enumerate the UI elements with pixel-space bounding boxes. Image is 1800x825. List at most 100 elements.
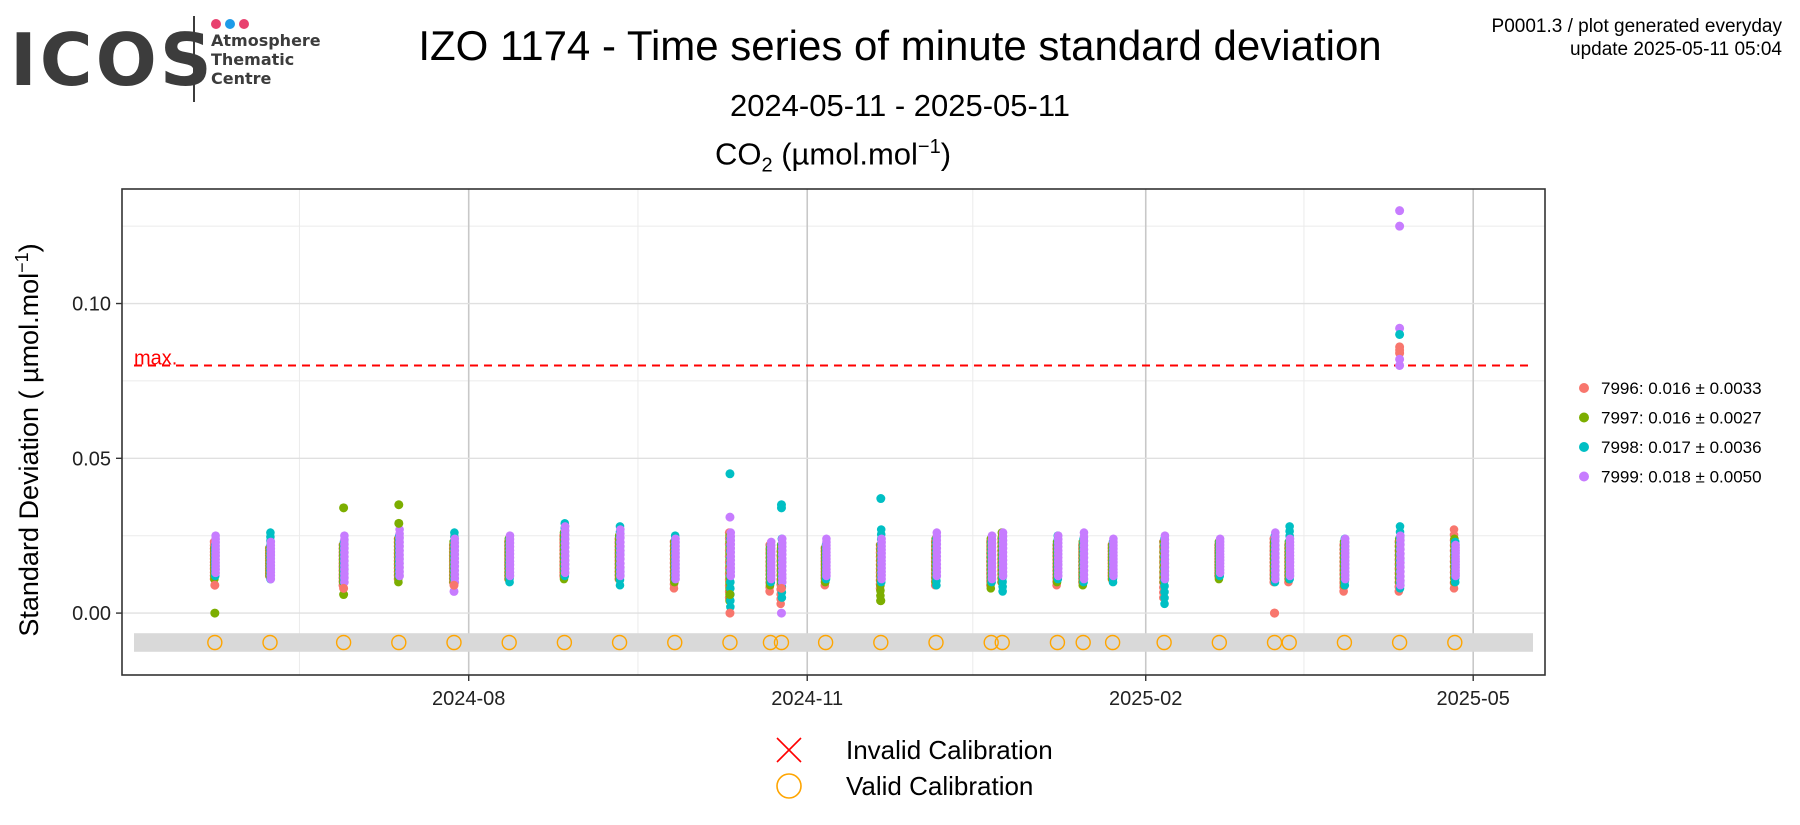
point-24-3-11	[1340, 534, 1350, 544]
logo-dots-icon	[211, 16, 253, 29]
point-8-3-11	[671, 534, 680, 544]
max-threshold-label: max.	[134, 347, 177, 369]
valid-marker-13	[873, 634, 889, 651]
valid-marker-10	[762, 634, 779, 651]
point-19-3-11	[1109, 534, 1118, 544]
point-extra-2-1	[339, 590, 349, 600]
point-extra-13-1	[876, 596, 886, 606]
point-extra-11-1	[776, 503, 786, 513]
point-26-3-11	[1451, 540, 1460, 550]
valid-marker-9	[722, 634, 738, 651]
logo-dot-2	[225, 19, 235, 29]
valid-marker-24	[1336, 634, 1353, 651]
valid-marker-16	[994, 634, 1010, 651]
point-extra-11-2	[776, 583, 786, 593]
grid-major	[122, 189, 1545, 675]
x-tick-label-1: 2024-11	[771, 688, 843, 710]
legend-label-0: 7996: 0.016 ± 0.0033	[1601, 379, 1762, 398]
point-extra-2-0	[339, 503, 349, 513]
valid-marker-2	[335, 634, 352, 651]
point-18-3-11	[1079, 528, 1089, 537]
species-unit-sup: −1	[917, 136, 941, 158]
point-20-3-11	[1160, 531, 1170, 541]
point-22-3-11	[1271, 528, 1280, 537]
legend-key-0	[1579, 383, 1589, 393]
point-17-3-11	[1053, 531, 1063, 541]
invalid-marker-b	[776, 737, 802, 763]
valid-marker-11	[773, 634, 790, 651]
point-23-3-11	[1285, 534, 1295, 544]
logo-line-2: Thematic	[211, 50, 295, 69]
plot-panel-border	[121, 188, 1546, 676]
valid-marker-22	[1266, 634, 1283, 651]
valid-calibration-band	[134, 633, 1533, 652]
point-extra-9-3	[725, 590, 735, 600]
point-13-3-11	[877, 534, 886, 544]
point-extra-3-0	[394, 500, 404, 510]
legend-key-1	[1579, 412, 1589, 423]
valid-marker-12	[817, 634, 834, 651]
valid-marker-0	[207, 634, 223, 651]
valid-marker-17	[1049, 634, 1066, 651]
point-10-3-11	[766, 537, 776, 547]
legend-label-2: 7998: 0.017 ± 0.0036	[1601, 438, 1762, 457]
point-extra-25-0	[1395, 206, 1405, 216]
y-axis-ticks: 0.00 0.05 0.10	[72, 294, 122, 625]
point-21-3-11	[1215, 534, 1225, 544]
invalid-calibration-label: Invalid Calibration	[846, 735, 1053, 765]
point-20-2-0	[1160, 599, 1169, 609]
point-12-3-11	[822, 534, 831, 544]
x-axis-ticks: 2024-08 2024-11 2025-02 2025-05	[432, 675, 1510, 710]
legend-key-2	[1579, 442, 1589, 452]
point-extra-25-3	[1395, 329, 1405, 339]
x-tick-label-0: 2024-08	[432, 688, 505, 710]
y-label-sup: −1	[12, 252, 32, 273]
y-axis-label: Standard Deviation ( µmol.mol−1)	[12, 243, 44, 636]
point-4-2-11	[450, 528, 459, 537]
y-label-main: Standard Deviation ( µmol.mol	[14, 273, 44, 637]
y-label-end: )	[14, 243, 44, 252]
point-extra-13-0	[876, 494, 886, 504]
legend-label-3: 7999: 0.018 ± 0.0050	[1601, 468, 1762, 487]
point-extra-0-0	[210, 580, 220, 590]
data-points	[209, 206, 1460, 618]
point-2-3-11	[340, 531, 349, 541]
y-tick-label-1: 0.05	[72, 448, 111, 470]
species-unit-b: )	[940, 136, 952, 172]
valid-marker-7	[611, 634, 628, 651]
point-extra-2-2	[339, 583, 349, 593]
point-extra-25-7	[1395, 354, 1405, 364]
valid-marker-14	[928, 634, 944, 651]
logo-line-3: Centre	[211, 69, 272, 88]
species-main: CO	[714, 136, 762, 172]
point-25-3-11	[1396, 531, 1405, 541]
chart-date-range: 2024-05-11 - 2025-05-11	[729, 88, 1071, 123]
x-tick-label-2: 2025-02	[1109, 688, 1182, 710]
logo-subtitle: Atmosphere Thematic Centre	[211, 31, 321, 88]
point-15-3-11	[987, 531, 997, 541]
point-20-2-1	[1160, 593, 1169, 603]
valid-calibration-label: Valid Calibration	[846, 771, 1033, 801]
valid-marker-26	[1447, 634, 1463, 651]
y-tick-label-0: 0.00	[72, 603, 111, 625]
logo-dot-3	[239, 19, 249, 29]
point-0-3-11	[211, 531, 220, 541]
point-1-3-11	[266, 537, 276, 547]
point-extra-25-8	[1395, 360, 1405, 370]
chart-species: CO2 (µmol.mol−1)	[0, 136, 1666, 178]
point-9-3-11	[726, 528, 736, 537]
point-extra-0-1	[210, 608, 220, 618]
x-tick-label-3: 2025-05	[1437, 688, 1510, 710]
valid-marker-6	[556, 634, 573, 651]
point-7-3-11	[616, 525, 625, 534]
point-20-2-3	[1160, 581, 1169, 591]
chart-title: IZO 1174 - Time series of minute standar…	[418, 22, 1382, 69]
point-extra-9-1	[725, 512, 735, 522]
species-unit-a: (µmol.mol	[772, 136, 918, 172]
species-sub: 2	[761, 154, 773, 177]
valid-marker-23	[1281, 634, 1297, 651]
logo-line-1: Atmosphere	[211, 31, 321, 50]
point-20-2-2	[1160, 587, 1169, 597]
point-14-3-11	[932, 528, 942, 537]
